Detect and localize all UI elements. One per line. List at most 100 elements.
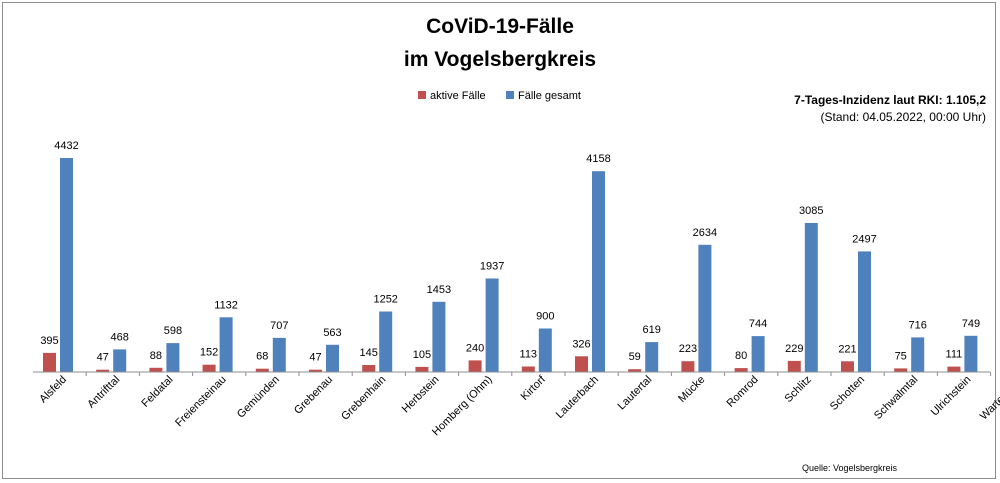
data-label-gesamt-romrod: 744 [749, 318, 767, 330]
chart-title-line-2: im Vogelsbergkreis [404, 48, 596, 71]
data-label-aktive-freiensteinau: 152 [200, 347, 218, 359]
data-label-gesamt-gemünden: 707 [270, 320, 288, 332]
bar-aktive-grebenhain [362, 365, 376, 372]
bar-gesamt-lauterbach [592, 171, 605, 372]
data-label-gesamt-herbstein: 1453 [427, 284, 451, 296]
data-label-aktive-schwalmtal: 75 [895, 350, 907, 362]
category-label-schwalmtal: Schwalmtal [872, 374, 920, 422]
bar-gesamt-romrod [751, 336, 765, 372]
bar-gesamt-schotten [858, 251, 871, 372]
data-label-aktive-homberg-ohm: 240 [466, 342, 484, 354]
data-label-gesamt-schwalmtal: 716 [909, 319, 927, 331]
data-label-gesamt-antrifttal: 468 [111, 331, 129, 343]
bar-gesamt-mücke [698, 244, 712, 372]
category-label-antrifttal: Antrifttal [85, 374, 122, 411]
bar-gesamt-freiensteinau [219, 317, 233, 372]
bar-aktive-alsfeld [43, 352, 56, 372]
bar-gesamt-grebenau [326, 344, 339, 372]
bar-aktive-mücke [681, 361, 695, 372]
bar-gesamt-homberg-ohm [485, 278, 499, 372]
bar-aktive-lautertal [628, 369, 642, 372]
stand-annotation: (Stand: 04.05.2022, 00:00 Uhr) [821, 110, 986, 124]
bar-aktive-freiensteinau [202, 364, 216, 372]
data-label-aktive-mücke: 223 [679, 343, 697, 355]
data-label-gesamt-lautertal: 619 [643, 324, 661, 336]
legend-label-aktive: aktive Fälle [430, 90, 486, 102]
bar-gesamt-grebenhain [379, 311, 393, 372]
data-label-gesamt-grebenau: 563 [323, 327, 341, 339]
data-label-gesamt-homberg-ohm: 1937 [480, 261, 504, 273]
data-label-aktive-antrifttal: 47 [97, 352, 109, 364]
category-label-kirtorf: Kirtorf [519, 373, 549, 403]
source-note: Quelle: Vogelsbergkreis [802, 463, 898, 473]
data-label-gesamt-feldatal: 598 [164, 325, 182, 337]
bar-aktive-feldatal [149, 367, 163, 372]
category-label-gemünden: Gemünden [235, 374, 282, 421]
data-label-gesamt-alsfeld: 4432 [54, 140, 78, 152]
chart-title-line-1: CoViD-19-Fälle [426, 15, 574, 38]
bar-aktive-schwalmtal [894, 368, 908, 372]
data-label-aktive-alsfeld: 395 [40, 335, 58, 347]
data-label-aktive-schotten: 221 [838, 343, 856, 355]
bar-aktive-kirtorf [521, 366, 535, 372]
data-label-aktive-grebenhain: 145 [360, 347, 378, 359]
category-label-schotten: Schotten [828, 374, 867, 413]
data-label-gesamt-mücke: 2634 [693, 227, 717, 239]
data-label-aktive-grebenau: 47 [309, 352, 321, 364]
data-label-aktive-romrod: 80 [735, 350, 747, 362]
category-label-ulrichstein: Ulrichstein [929, 374, 974, 419]
data-label-aktive-gemünden: 68 [256, 351, 268, 363]
bar-gesamt-lautertal [645, 342, 659, 372]
data-label-gesamt-ulrichstein: 749 [962, 318, 980, 330]
plot-area: 3954432Alsfeld47468Antrifttal88598Feldat… [37, 140, 1000, 438]
bar-gesamt-gemünden [272, 337, 286, 372]
category-label-wartenberg: Wartenberg [978, 374, 1000, 423]
data-label-aktive-herbstein: 105 [413, 349, 431, 361]
category-label-herbstein: Herbstein [400, 374, 442, 416]
bar-gesamt-feldatal [166, 343, 180, 372]
bar-gesamt-kirtorf [538, 328, 552, 372]
bar-aktive-schlitz [787, 360, 801, 372]
bar-gesamt-schwalmtal [911, 337, 925, 372]
data-label-aktive-kirtorf: 113 [520, 349, 538, 361]
bar-aktive-ulrichstein [947, 366, 961, 372]
incidence-annotation: 7-Tages-Inzidenz laut RKI: 1.105,2 [794, 93, 986, 107]
bar-aktive-schotten [841, 361, 854, 372]
category-label-mücke: Mücke [676, 374, 707, 405]
category-label-schlitz: Schlitz [783, 374, 814, 405]
bar-aktive-homberg-ohm [468, 360, 482, 372]
data-label-aktive-feldatal: 88 [150, 350, 162, 362]
bar-aktive-gemünden [255, 368, 269, 372]
data-label-aktive-schlitz: 229 [785, 343, 803, 355]
data-label-gesamt-freiensteinau: 1132 [214, 299, 238, 311]
category-label-lautertal: Lautertal [616, 374, 655, 413]
bar-aktive-lauterbach [575, 356, 588, 372]
data-label-aktive-lautertal: 59 [629, 351, 641, 363]
legend: aktive Fälle Fälle gesamt [418, 90, 581, 102]
bar-aktive-herbstein [415, 366, 429, 372]
category-label-grebenhain: Grebenhain [339, 374, 388, 423]
category-label-grebenau: Grebenau [292, 374, 335, 417]
category-label-freiensteinau: Freiensteinau [173, 374, 229, 430]
bar-gesamt-herbstein [432, 301, 446, 372]
legend-swatch-gesamt [506, 91, 514, 99]
bar-gesamt-ulrichstein [964, 335, 978, 372]
data-label-aktive-lauterbach: 326 [572, 338, 590, 350]
data-label-gesamt-lauterbach: 4158 [586, 153, 610, 165]
category-label-alsfeld: Alsfeld [37, 374, 69, 406]
bar-aktive-romrod [734, 368, 748, 372]
data-label-gesamt-kirtorf: 900 [536, 311, 554, 323]
legend-label-gesamt: Fälle gesamt [518, 90, 581, 102]
category-label-lauterbach: Lauterbach [554, 374, 601, 421]
category-label-romrod: Romrod [725, 374, 761, 410]
bar-gesamt-alsfeld [60, 158, 73, 372]
bar-aktive-grebenau [309, 369, 322, 372]
data-label-aktive-ulrichstein: 111 [946, 349, 963, 361]
data-label-gesamt-grebenhain: 1252 [373, 294, 397, 306]
data-label-gesamt-schotten: 2497 [852, 233, 876, 245]
bar-gesamt-antrifttal [113, 349, 127, 372]
data-label-gesamt-schlitz: 3085 [799, 205, 823, 217]
legend-swatch-aktive [418, 91, 426, 99]
